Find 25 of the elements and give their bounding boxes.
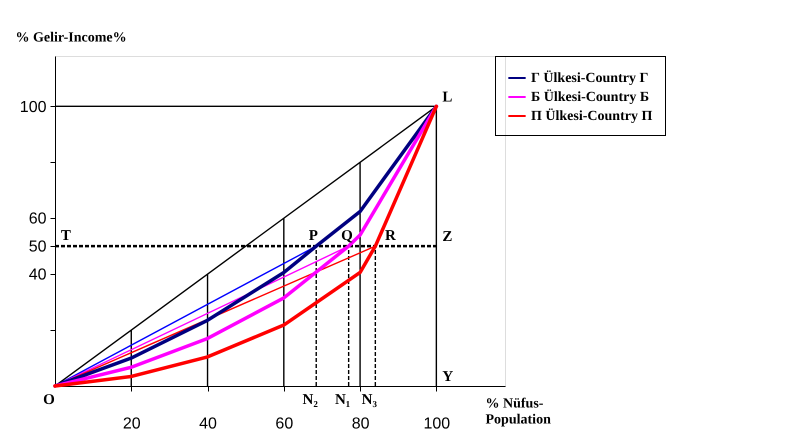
y-tick-label: 100 [20, 98, 47, 116]
y-tick-label: 60 [28, 210, 47, 228]
annotation: Y [442, 369, 454, 385]
annotation: P [308, 228, 318, 244]
annotation: Q [341, 228, 354, 244]
annotation: T [60, 228, 71, 244]
legend-label: П Ülkesi-Country П [531, 108, 652, 124]
x-tick-label: 60 [275, 416, 294, 432]
x-tick-label: 20 [122, 416, 141, 432]
legend-label: Б Ülkesi-Country Б [531, 89, 650, 105]
annotation: N₂ [302, 392, 318, 408]
annotation: R [384, 228, 396, 244]
annotation: O [43, 392, 55, 408]
y-tick-label: 50 [28, 238, 47, 256]
x-tick-label: 40 [199, 416, 218, 432]
annotation: Z [442, 229, 452, 246]
annotation: N₃ [362, 392, 378, 408]
x-axis-title: % Nüfus-Population [486, 396, 552, 428]
y-tick-label: 40 [28, 266, 47, 284]
x-tick-label: 100 [424, 416, 450, 432]
y-axis-title: % Gelir-Income% [16, 30, 127, 46]
x-tick-label: 80 [352, 416, 370, 432]
annotation: N₁ [334, 392, 350, 408]
legend-label: Г Ülkesi-Country Г [531, 70, 648, 86]
annotation: L [442, 89, 452, 106]
